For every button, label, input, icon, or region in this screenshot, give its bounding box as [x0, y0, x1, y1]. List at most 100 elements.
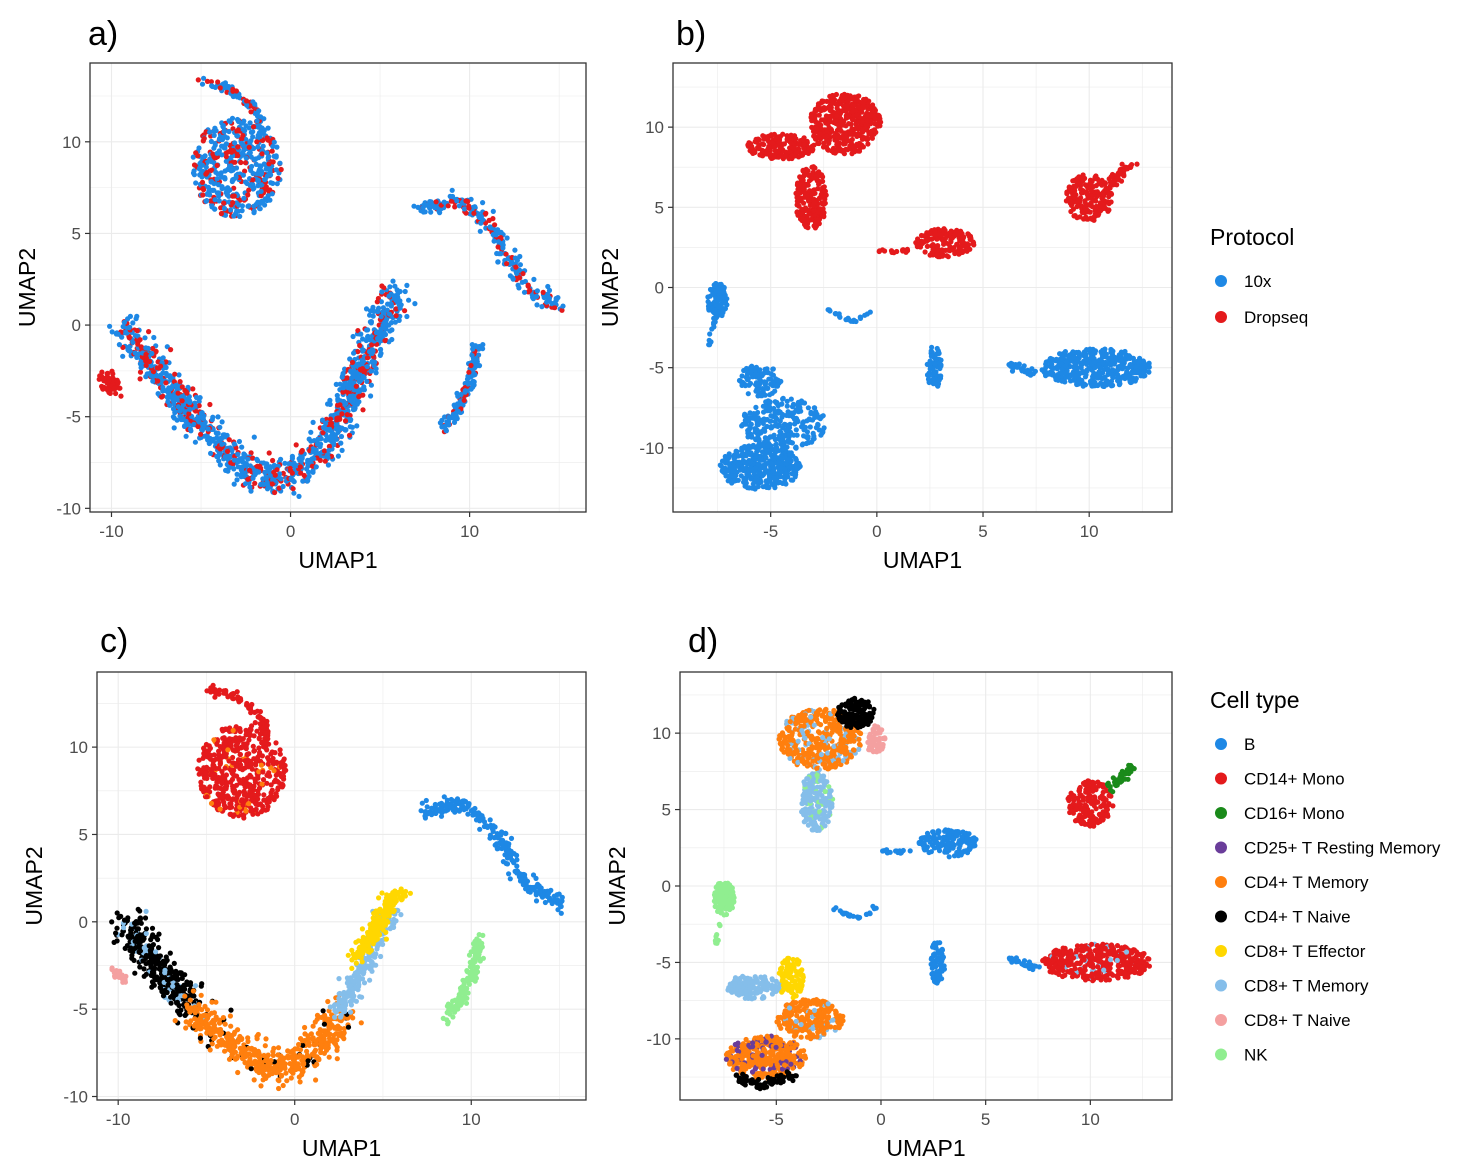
point	[940, 237, 946, 243]
point	[222, 145, 228, 151]
point	[835, 135, 841, 141]
point	[733, 451, 740, 457]
point	[216, 458, 222, 464]
point	[228, 163, 234, 169]
point	[356, 378, 363, 384]
point	[1101, 383, 1107, 389]
point	[461, 397, 467, 403]
point	[811, 405, 817, 411]
point	[1081, 350, 1087, 356]
point	[1066, 374, 1072, 380]
point	[1116, 352, 1122, 358]
point	[388, 320, 395, 326]
point	[218, 174, 224, 180]
point	[242, 160, 249, 166]
point	[267, 197, 273, 203]
point	[1146, 361, 1152, 367]
point	[749, 434, 755, 440]
y-tick-label: 0	[72, 316, 81, 335]
point	[784, 457, 790, 464]
point	[347, 424, 353, 430]
point	[1124, 368, 1130, 374]
point	[373, 330, 380, 336]
point	[514, 270, 520, 276]
point	[226, 118, 232, 124]
point	[839, 118, 845, 124]
point	[280, 483, 286, 490]
point	[247, 182, 253, 189]
point	[873, 121, 879, 127]
point	[794, 416, 800, 422]
point	[209, 417, 215, 423]
point	[826, 307, 832, 313]
point	[148, 373, 155, 379]
point	[1087, 378, 1094, 384]
point	[729, 479, 735, 485]
point	[783, 153, 789, 159]
point	[740, 422, 746, 428]
point	[745, 448, 751, 455]
point	[402, 308, 408, 314]
point	[171, 398, 177, 404]
point	[1057, 351, 1063, 357]
point	[821, 425, 827, 431]
point	[308, 438, 314, 444]
point	[741, 479, 747, 485]
point	[120, 353, 126, 359]
point	[215, 430, 221, 436]
point	[240, 172, 246, 178]
point	[936, 377, 942, 383]
point	[789, 153, 795, 159]
point	[1108, 174, 1114, 180]
point	[451, 419, 458, 425]
point	[469, 342, 475, 348]
point	[868, 103, 874, 109]
point	[251, 124, 257, 130]
point	[218, 211, 224, 217]
point	[754, 418, 760, 424]
point	[1090, 383, 1096, 389]
point	[200, 415, 206, 421]
point	[1059, 378, 1065, 384]
point	[263, 475, 269, 481]
point	[126, 325, 132, 331]
point	[252, 156, 258, 162]
point	[1108, 347, 1115, 353]
point	[780, 435, 786, 441]
point	[223, 154, 229, 160]
point	[935, 350, 942, 356]
point	[842, 130, 848, 136]
point	[915, 236, 921, 242]
point	[278, 166, 284, 173]
point	[1074, 357, 1080, 363]
point	[711, 324, 717, 330]
point	[240, 142, 246, 148]
point	[1140, 365, 1146, 371]
point	[231, 457, 237, 463]
point	[811, 208, 817, 214]
point	[861, 103, 867, 110]
plot-frame	[89, 62, 587, 513]
point	[1096, 179, 1102, 185]
point	[784, 403, 790, 409]
point	[265, 193, 271, 199]
point	[369, 342, 375, 348]
point	[763, 455, 769, 461]
point	[1080, 209, 1086, 216]
point	[250, 177, 256, 183]
point	[258, 193, 264, 199]
point	[726, 474, 732, 480]
point	[856, 132, 863, 139]
point	[415, 204, 421, 210]
point	[552, 300, 558, 306]
point	[97, 373, 103, 379]
point	[764, 448, 770, 454]
point	[384, 316, 390, 322]
point	[872, 108, 878, 115]
point	[512, 247, 518, 253]
point	[192, 439, 198, 445]
point	[212, 125, 218, 131]
point	[1090, 374, 1096, 380]
point	[850, 102, 856, 108]
point	[137, 337, 143, 343]
